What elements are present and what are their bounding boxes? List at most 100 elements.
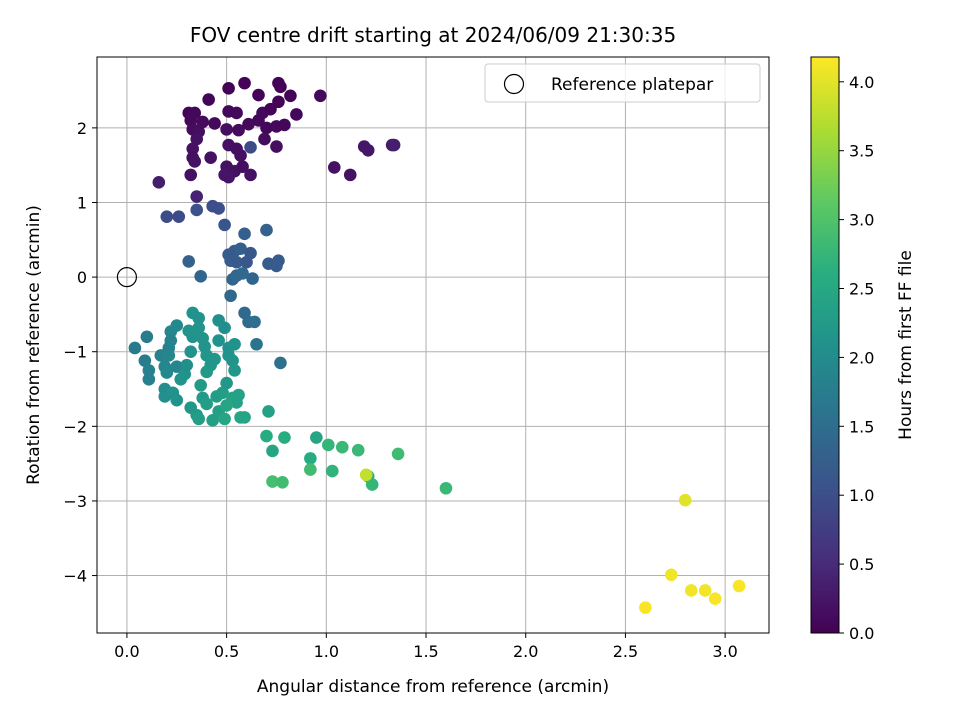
data-point	[190, 190, 204, 203]
y-axis-label: Rotation from reference (arcmin)	[24, 205, 44, 485]
colorbar-tick-label: 3.0	[849, 211, 874, 230]
data-point	[242, 117, 255, 131]
data-point	[222, 82, 235, 95]
data-point	[218, 321, 231, 335]
data-point	[228, 364, 241, 377]
data-point	[202, 93, 215, 106]
y-tick-label: 0	[77, 268, 87, 287]
colorbar-ticks: 0.0 0.5 1.0 1.5 2.0 2.5 3.0 3.5 4.0	[839, 73, 874, 643]
data-point	[260, 223, 273, 237]
data-point	[391, 447, 405, 461]
data-point	[327, 161, 341, 174]
data-point	[190, 132, 204, 146]
data-point	[238, 227, 251, 241]
y-tick-label: 1	[77, 193, 87, 212]
data-point	[160, 210, 174, 223]
data-point	[335, 440, 349, 454]
data-point	[361, 143, 375, 157]
data-point	[180, 358, 194, 372]
data-point	[278, 118, 291, 132]
colorbar-tick-label: 2.0	[849, 348, 874, 367]
data-point	[200, 365, 213, 379]
y-tick-label: −1	[63, 343, 87, 362]
legend: Reference platepar	[484, 63, 761, 103]
data-point	[343, 168, 357, 182]
data-point	[304, 452, 317, 465]
data-point	[244, 168, 257, 182]
data-point	[238, 411, 251, 424]
x-tick-label: 1.0	[314, 642, 339, 661]
data-point	[238, 76, 251, 90]
legend-label-reference: Reference platepar	[551, 75, 713, 95]
data-point	[218, 412, 231, 426]
data-point	[232, 388, 245, 402]
data-point	[230, 255, 243, 269]
data-point	[170, 393, 184, 407]
data-point	[274, 80, 287, 94]
data-point	[439, 481, 453, 495]
y-tick-label: −4	[63, 567, 87, 586]
data-point	[162, 349, 176, 362]
y-tick-label: −2	[63, 417, 87, 436]
data-point	[208, 117, 221, 130]
data-point	[258, 132, 271, 146]
data-point	[194, 270, 207, 283]
data-point	[351, 443, 365, 457]
data-point	[264, 102, 277, 116]
data-point	[684, 584, 698, 597]
chart-title: FOV centre drift starting at 2024/06/09 …	[190, 23, 676, 47]
data-point	[230, 142, 243, 156]
data-point	[310, 431, 323, 444]
data-point	[200, 397, 213, 411]
data-point	[359, 468, 373, 482]
data-point	[272, 254, 285, 267]
data-point	[272, 95, 285, 109]
y-tick-label: 2	[77, 119, 87, 138]
data-point	[365, 478, 379, 491]
data-point	[664, 568, 678, 582]
data-points	[116, 76, 746, 614]
data-point	[182, 255, 196, 268]
legend-box	[484, 63, 761, 103]
data-point	[142, 364, 156, 377]
plot-frame	[96, 56, 770, 634]
data-point	[250, 337, 263, 351]
colorbar-tick-label: 0.5	[849, 555, 874, 574]
colorbar-tick-label: 0.0	[849, 624, 874, 643]
data-point	[220, 123, 233, 136]
data-point	[246, 272, 259, 285]
legend-marker-reference	[503, 73, 525, 95]
data-point	[248, 315, 261, 329]
data-point	[182, 324, 196, 338]
data-point	[192, 412, 205, 426]
x-tick-label: 2.0	[513, 642, 538, 661]
data-point	[304, 463, 317, 476]
data-point	[732, 579, 746, 593]
colorbar-tick-label: 1.5	[849, 417, 874, 436]
x-axis-label: Angular distance from reference (arcmin)	[257, 677, 609, 697]
data-point	[228, 337, 241, 351]
data-point	[322, 438, 335, 452]
data-point	[196, 115, 209, 129]
data-point	[212, 334, 225, 347]
data-point	[290, 108, 303, 121]
grid	[97, 57, 769, 633]
data-point	[218, 218, 231, 232]
x-tick-label: 1.5	[413, 642, 438, 661]
data-point	[698, 584, 712, 597]
colorbar: 0.0 0.5 1.0 1.5 2.0 2.5 3.0 3.5 4.0 Hours from f…	[810, 56, 916, 643]
data-point	[190, 203, 204, 217]
data-point	[262, 405, 275, 418]
data-point	[230, 106, 243, 120]
colorbar-tick-label: 3.5	[849, 142, 874, 161]
data-point	[186, 142, 200, 156]
data-point	[260, 121, 273, 135]
data-point	[639, 601, 652, 614]
colorbar-tick-label: 4.0	[849, 73, 874, 92]
data-point	[274, 356, 287, 370]
data-point	[284, 89, 297, 103]
data-point	[142, 373, 156, 386]
data-point	[192, 321, 205, 335]
data-point	[172, 210, 186, 223]
